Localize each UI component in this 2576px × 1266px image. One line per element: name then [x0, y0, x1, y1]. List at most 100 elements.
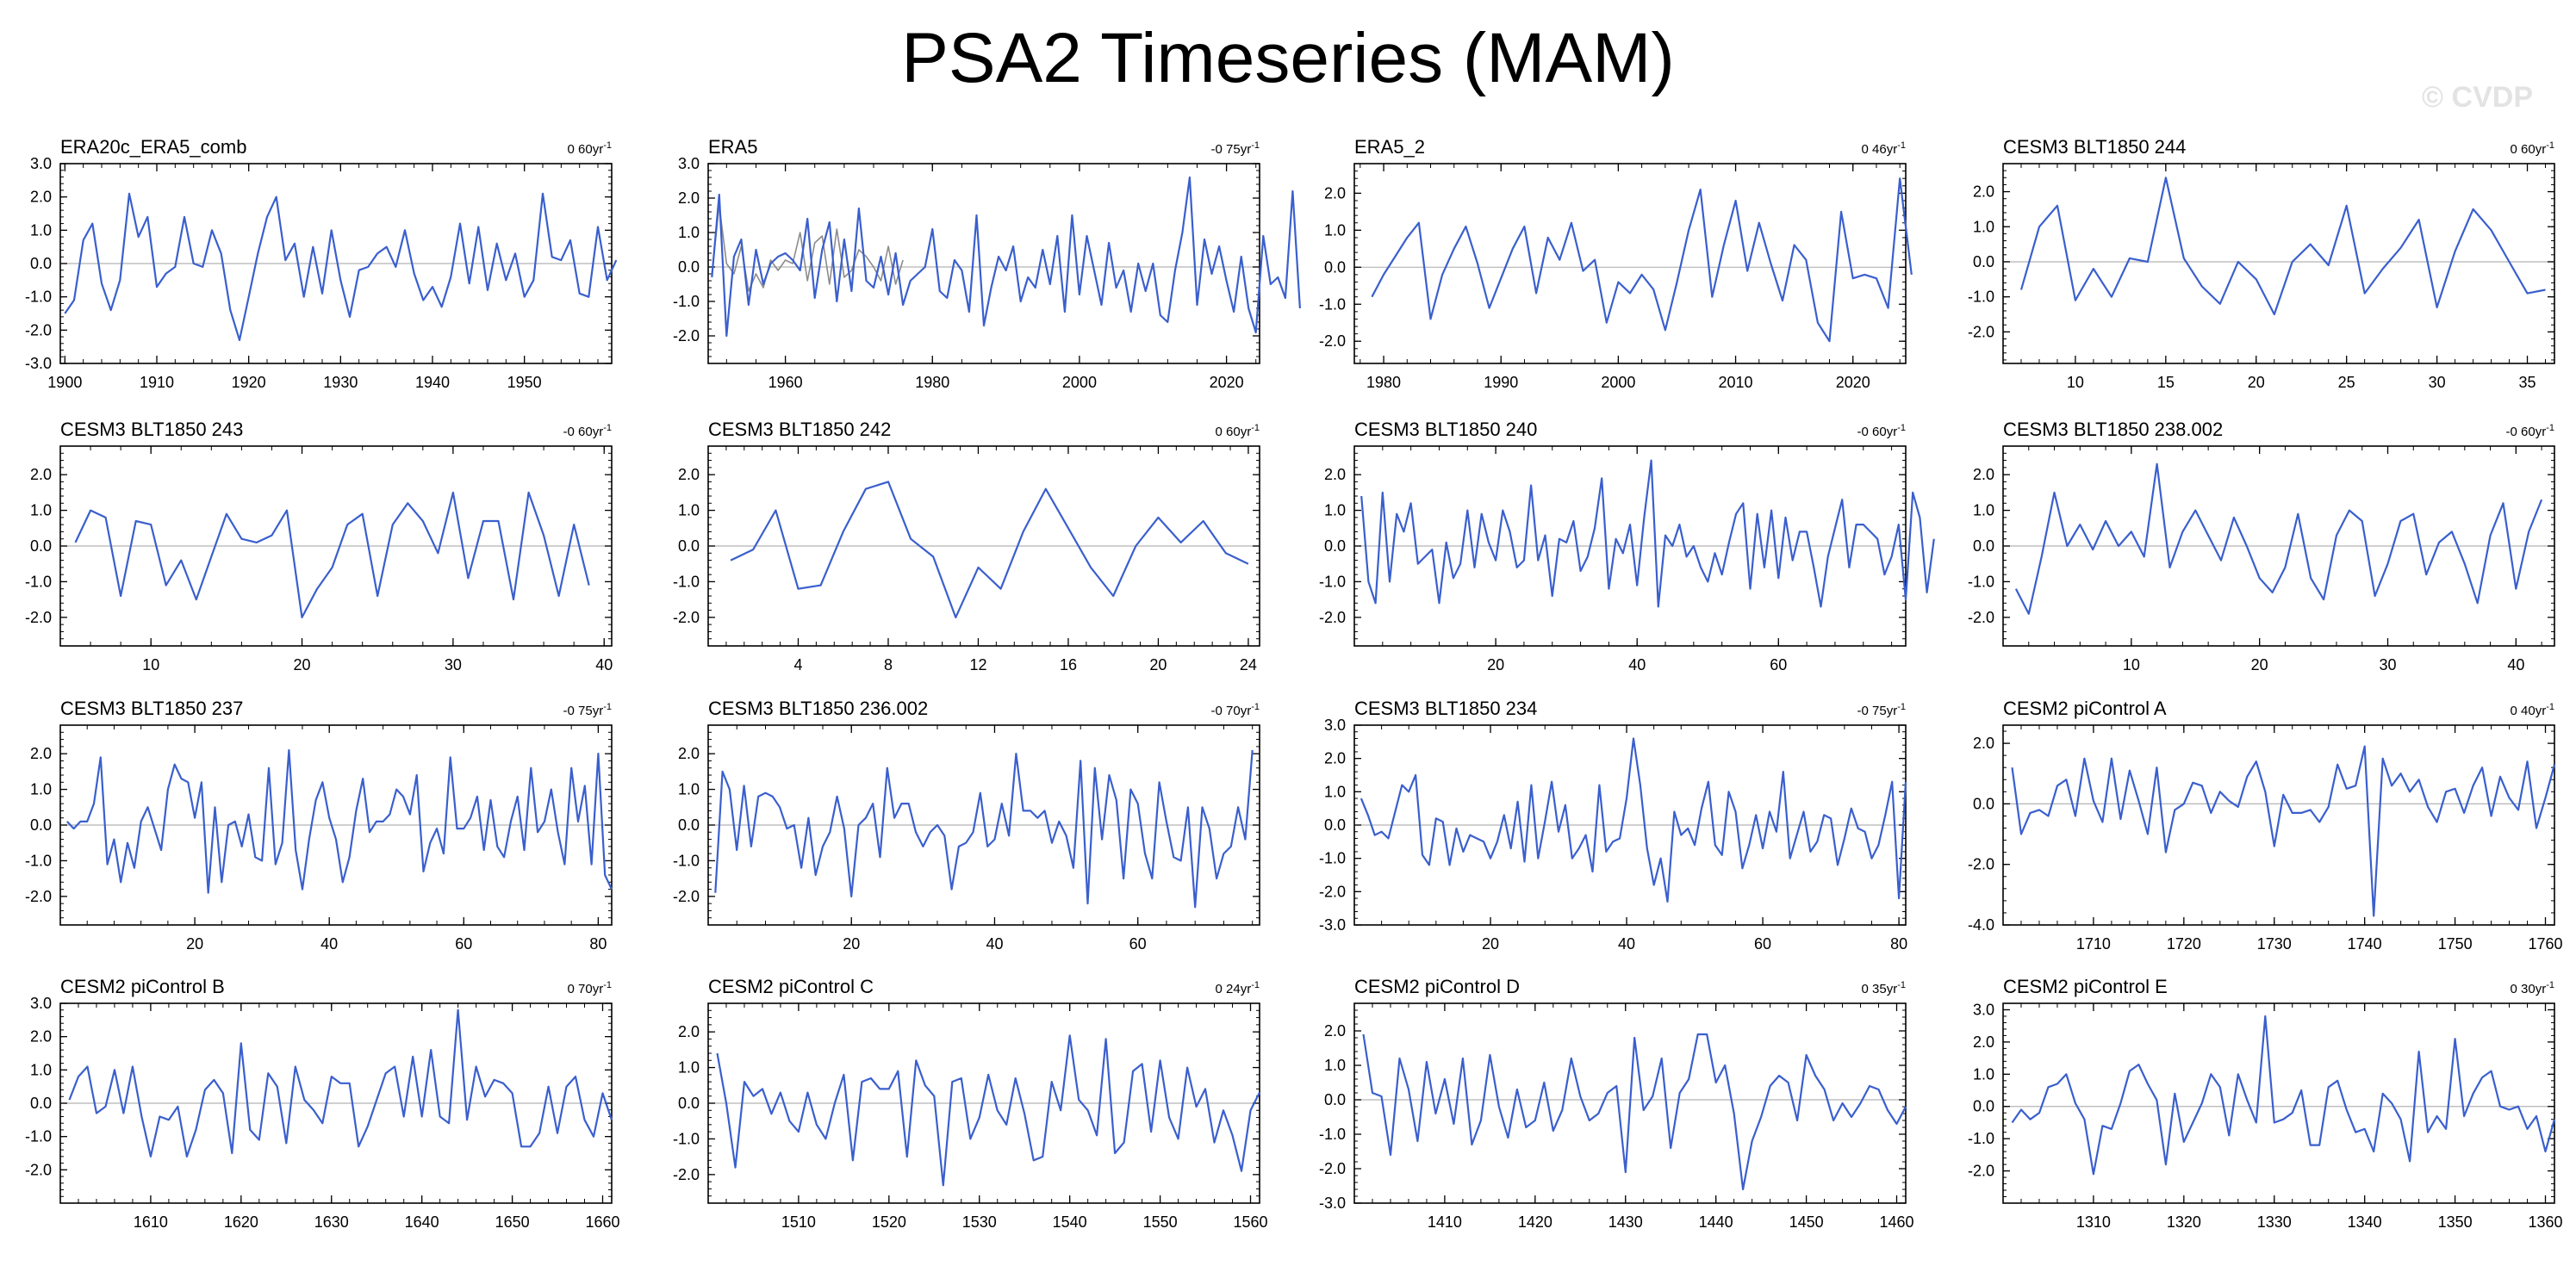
x-tick-label: 1930	[323, 374, 358, 391]
y-tick-label: 1.0	[1973, 502, 1994, 519]
panel: CESM2 piControl C 0 24yr-1 2.0 1.0 0.0 -1.0 -2…	[673, 976, 1268, 1231]
y-tick-label: 2.0	[678, 189, 700, 207]
y-tick-label: -2.0	[1319, 332, 1346, 350]
series-line	[1360, 459, 1935, 608]
x-tick-label: 1350	[2438, 1213, 2473, 1231]
trend-label: -0 75yr-1	[563, 702, 612, 718]
y-tick-label: 1.0	[1324, 783, 1346, 800]
y-tick-label: -1.0	[1968, 573, 1994, 590]
y-tick-label: -1.0	[25, 289, 52, 306]
y-tick-label: -1.0	[673, 293, 700, 310]
x-tick-label: 1650	[495, 1213, 530, 1231]
y-tick-label: 3.0	[678, 155, 700, 172]
x-tick-label: 10	[2123, 656, 2140, 673]
y-tick-label: -1.0	[1319, 850, 1346, 867]
y-tick-label: -2.0	[673, 888, 700, 905]
trend-label: 0 70yr-1	[568, 980, 612, 996]
plot-frame	[1353, 163, 1907, 364]
y-tick-label: 1.0	[1973, 218, 1994, 235]
x-tick-label: 1310	[2076, 1213, 2111, 1231]
y-tick-label: 1.0	[30, 502, 52, 519]
panel: CESM2 piControl B 0 70yr-1 3.0 2.0 1.0 0.0 -1.…	[25, 976, 620, 1231]
y-tick-label: 2.0	[1973, 466, 1994, 483]
panel-title: CESM3 BLT1850 238.002	[2003, 419, 2223, 440]
x-tick-label: 1990	[1484, 374, 1518, 391]
x-tick-label: 1900	[47, 374, 82, 391]
y-tick-label: 2.0	[1324, 750, 1346, 767]
y-tick-label: 2.0	[678, 745, 700, 762]
panel: CESM3 BLT1850 238.002 -0 60yr-1 2.0 1.0 0.0 -…	[1968, 419, 2555, 673]
x-tick-label: 60	[455, 935, 472, 953]
x-tick-label: 20	[2248, 374, 2265, 391]
watermark: © CVDP	[2422, 81, 2533, 114]
panel-title: CESM3 BLT1850 236.002	[708, 698, 928, 719]
y-tick-label: 0.0	[30, 816, 52, 834]
x-tick-label: 1320	[2167, 1213, 2201, 1231]
trend-label: -0 75yr-1	[1857, 702, 1906, 718]
x-tick-label: 1560	[1233, 1213, 1267, 1231]
x-tick-label: 1660	[585, 1213, 619, 1231]
series-line	[66, 748, 613, 894]
y-tick-label: 2.0	[1973, 1033, 1994, 1051]
y-tick-label: -2.0	[673, 327, 700, 344]
y-tick-label: 1.0	[1973, 1065, 1994, 1083]
y-tick-label: 0.0	[30, 255, 52, 272]
y-tick-label: -1.0	[1319, 573, 1346, 590]
x-tick-label: 1410	[1428, 1213, 1462, 1231]
series-line	[730, 481, 1249, 619]
panel: CESM2 piControl D 0 35yr-1 2.0 1.0 0.0 -1.0 -2…	[1319, 976, 1914, 1231]
panel-title: CESM3 BLT1850 242	[708, 419, 891, 440]
x-tick-label: 1540	[1053, 1213, 1087, 1231]
series-line	[64, 192, 618, 341]
x-tick-label: 1420	[1518, 1213, 1552, 1231]
x-tick-label: 1440	[1699, 1213, 1733, 1231]
x-tick-label: 60	[1754, 935, 1771, 953]
x-tick-label: 12	[969, 656, 986, 673]
trend-label: 0 60yr-1	[1216, 423, 1260, 439]
y-tick-label: -2.0	[25, 321, 52, 338]
x-tick-label: 1920	[232, 374, 266, 391]
series-line	[2014, 462, 2543, 615]
y-tick-label: 0.0	[1973, 537, 1994, 555]
y-tick-label: -1.0	[1319, 295, 1346, 313]
x-tick-label: 1910	[140, 374, 174, 391]
x-tick-label: 1940	[415, 374, 450, 391]
trend-label: 0 46yr-1	[1862, 140, 1906, 157]
y-tick-label: 0.0	[678, 816, 700, 834]
y-tick-label: -1.0	[25, 852, 52, 869]
x-tick-label: 1730	[2257, 935, 2292, 953]
panel-title: ERA5	[708, 136, 757, 158]
panel-title: ERA5_2	[1354, 136, 1425, 158]
y-tick-label: -4.0	[1968, 916, 1994, 934]
x-tick-label: 40	[2507, 656, 2524, 673]
y-tick-label: -1.0	[673, 852, 700, 869]
y-tick-label: 1.0	[678, 1059, 700, 1077]
y-tick-label: -2.0	[25, 609, 52, 626]
y-tick-label: -2.0	[1968, 856, 1994, 873]
panel: CESM3 BLT1850 243 -0 60yr-1 2.0 1.0 0.0 -1.0 -…	[25, 419, 613, 673]
x-tick-label: 2020	[1836, 374, 1870, 391]
y-tick-label: 0.0	[1324, 816, 1346, 834]
x-tick-label: 15	[2157, 374, 2175, 391]
panel-title: CESM3 BLT1850 244	[2003, 136, 2186, 158]
x-tick-label: 20	[1482, 935, 1499, 953]
x-tick-label: 2010	[1719, 374, 1753, 391]
x-tick-label: 2000	[1062, 374, 1097, 391]
x-tick-label: 60	[1129, 935, 1147, 953]
x-tick-label: 1620	[224, 1213, 258, 1231]
y-tick-label: -2.0	[25, 1161, 52, 1178]
y-tick-label: -3.0	[1319, 916, 1346, 934]
y-tick-label: 0.0	[30, 1095, 52, 1112]
y-tick-label: 1.0	[1324, 1057, 1346, 1074]
panel: ERA5_2 0 46yr-1 2.0 1.0 0.0 -1.0 -2.0 1980 1990 2…	[1319, 136, 1913, 391]
y-tick-label: -2.0	[1319, 883, 1346, 900]
x-tick-label: 40	[595, 656, 613, 673]
y-tick-label: 2.0	[1324, 466, 1346, 483]
panel-title: CESM3 BLT1850 240	[1354, 419, 1537, 440]
series-line	[1362, 1033, 1907, 1191]
panel: CESM3 BLT1850 234 -0 75yr-1 3.0 2.0 1.0 0.0 -1…	[1319, 698, 1907, 953]
x-tick-label: 1510	[781, 1213, 816, 1231]
y-tick-label: -2.0	[1319, 609, 1346, 626]
panel: CESM3 BLT1850 236.002 -0 70yr-1 2.0 1.0 0.0 -…	[673, 698, 1260, 953]
x-tick-label: 1720	[2167, 935, 2201, 953]
